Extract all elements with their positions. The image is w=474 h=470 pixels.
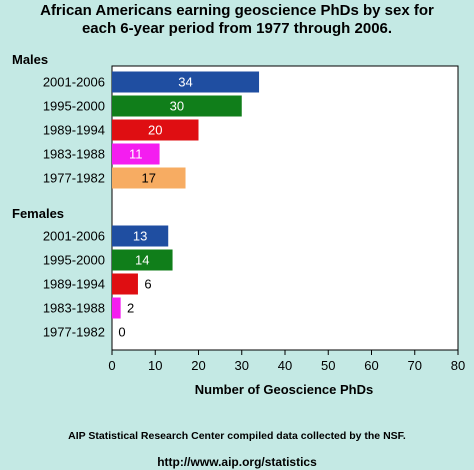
x-tick-label: 0 (108, 358, 115, 373)
category-label: 1995-2000 (43, 99, 105, 114)
bar-females-1989-1994 (112, 273, 138, 295)
source-note: AIP Statistical Research Center compiled… (68, 430, 406, 442)
bar-males-1989-1994 (112, 119, 199, 141)
bar-value-label: 34 (178, 75, 192, 90)
x-axis-label: Number of Geoscience PhDs (195, 382, 373, 397)
bar-value-label: 17 (142, 171, 156, 186)
bar-value-label: 20 (148, 123, 162, 138)
bar-females-1983-1988 (112, 297, 121, 319)
x-tick-label: 20 (191, 358, 205, 373)
bar-value-label: 6 (144, 277, 151, 292)
x-tick-label: 60 (364, 358, 378, 373)
category-label: 1977-1982 (43, 171, 105, 186)
x-tick-label: 70 (408, 358, 422, 373)
bar-value-label: 13 (133, 229, 147, 244)
category-label: 1989-1994 (43, 123, 105, 138)
category-labels: Males 2001-2006 1995-2000 1989-1994 1983-198… (12, 52, 105, 340)
bar-males-2001-2006 (112, 71, 260, 93)
x-tick-label: 10 (148, 358, 162, 373)
chart-title-line-2: each 6-year period from 1977 through 200… (82, 20, 392, 37)
category-label: 1977-1982 (43, 325, 105, 340)
group-label-females: Females (12, 206, 64, 221)
bar-value-label: 0 (118, 325, 125, 340)
category-label: 2001-2006 (43, 229, 105, 244)
x-tick-label: 50 (321, 358, 335, 373)
bar-males-1995-2000 (112, 95, 242, 117)
bar-value-label: 2 (127, 301, 134, 316)
category-label: 1983-1988 (43, 301, 105, 316)
category-label: 1983-1988 (43, 147, 105, 162)
bar-females-2001-2006 (112, 225, 169, 247)
bar-males-1983-1988 (112, 143, 160, 165)
source-url[interactable]: http://www.aip.org/statistics (157, 455, 317, 469)
bar-males-1977-1982 (112, 167, 186, 189)
x-tick-label: 40 (278, 358, 292, 373)
category-label: 1989-1994 (43, 277, 105, 292)
chart-title-line-1: African Americans earning geoscience PhD… (40, 2, 434, 19)
category-label: 1995-2000 (43, 253, 105, 268)
x-tick-label: 30 (235, 358, 249, 373)
bar-value-label: 11 (129, 147, 143, 162)
x-axis: 0 10 20 30 40 50 60 70 80 (108, 350, 465, 373)
bar-females-1995-2000 (112, 249, 173, 271)
bar-value-label: 30 (170, 99, 184, 114)
category-label: 2001-2006 (43, 75, 105, 90)
x-tick-label: 80 (451, 358, 465, 373)
bar-value-label: 14 (135, 253, 149, 268)
group-label-males: Males (12, 52, 48, 67)
